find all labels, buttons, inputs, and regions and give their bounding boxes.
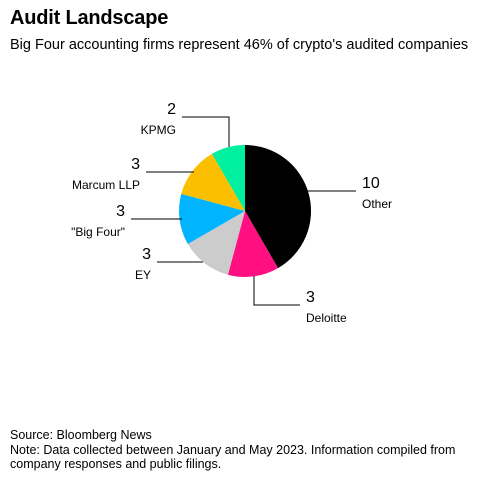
slice-label-marcum-llp: Marcum LLP xyxy=(72,178,140,192)
pie-slice-marcum-llp xyxy=(181,153,245,211)
data-note: Note: Data collected between January and… xyxy=(10,442,456,472)
source-note: Source: Bloomberg News xyxy=(10,428,152,442)
pie-slice-other xyxy=(245,145,312,269)
pie-slice-ey xyxy=(187,211,245,275)
leader-line-kpmg xyxy=(182,116,230,147)
slice-label-other: Other xyxy=(362,197,392,211)
chart-title: Audit Landscape xyxy=(10,7,169,29)
slice-label-kpmg: KPMG xyxy=(141,123,176,137)
slice-value-kpmg: 2 xyxy=(167,101,176,118)
slice-label-big-four: "Big Four" xyxy=(71,225,125,239)
slice-value-deloitte: 3 xyxy=(306,289,315,306)
slice-value-big-four: 3 xyxy=(116,203,125,220)
slice-label-ey: EY xyxy=(135,268,151,282)
pie-slice-big-four xyxy=(179,193,245,244)
pie-slice-kpmg xyxy=(212,144,245,211)
pie-slice-deloitte xyxy=(227,211,278,277)
slice-value-ey: 3 xyxy=(142,246,151,263)
chart-subtitle: Big Four accounting firms represent 46% … xyxy=(10,37,469,53)
slice-label-deloitte: Deloitte xyxy=(306,311,347,325)
slice-value-other: 10 xyxy=(362,175,380,192)
chart-footer: Source: Bloomberg News Note: Data collec… xyxy=(10,428,476,472)
leader-line-deloitte xyxy=(253,276,300,306)
slice-value-marcum-llp: 3 xyxy=(131,156,140,173)
